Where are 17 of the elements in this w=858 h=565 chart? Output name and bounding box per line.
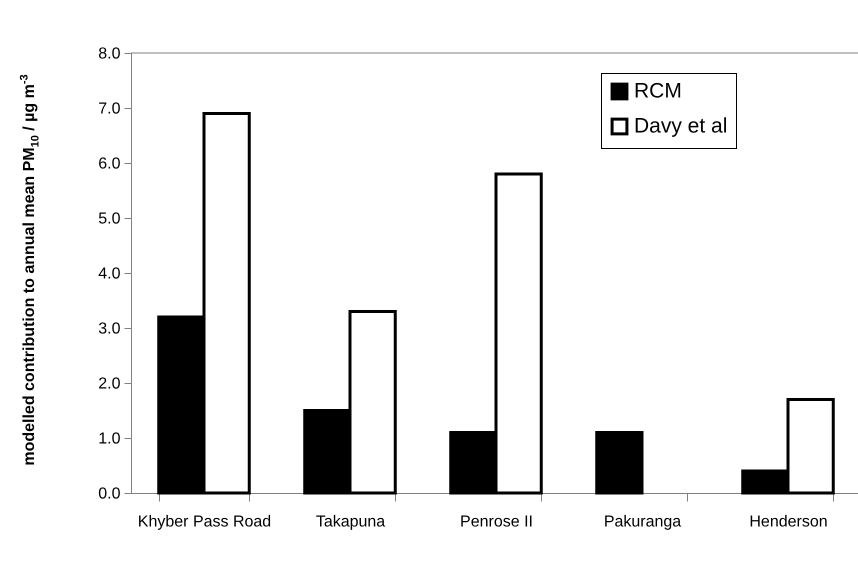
y-tick-label: 2.0: [98, 376, 121, 392]
y-tick-label: 6.0: [98, 156, 121, 172]
x-tick-label: Henderson: [749, 514, 828, 530]
y-tick-label: 5.0: [98, 210, 121, 228]
legend-label: RCM: [634, 80, 682, 102]
y-tick-label: 4.0: [98, 266, 121, 282]
x-tick-label: Khyber Pass Road: [138, 514, 272, 530]
y-tick-label: 1.0: [98, 430, 121, 448]
bar: [595, 431, 644, 494]
x-tick-label: Pakuranga: [604, 514, 682, 530]
x-tick-label: Penrose II: [460, 514, 533, 530]
y-tick-label: 7.0: [98, 100, 121, 118]
legend-label: Davy et al: [634, 114, 728, 138]
y-tick-label: 8.0: [98, 46, 121, 62]
y-tick-label: 0.0: [98, 486, 121, 502]
x-tick-label: Takapuna: [316, 514, 386, 530]
y-tick-label: 3.0: [98, 320, 121, 338]
